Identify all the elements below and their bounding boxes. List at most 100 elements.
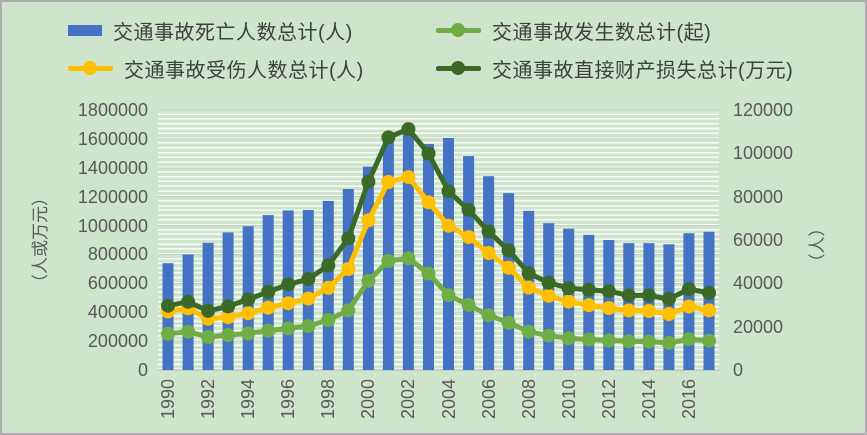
marker-loss-2008 bbox=[521, 266, 536, 281]
marker-injuries-1994 bbox=[241, 306, 256, 321]
y-axis-title-left: （人或万元） bbox=[31, 189, 50, 291]
y-axis-tick-label-left: 0 bbox=[137, 360, 148, 380]
x-axis-tick-label: 1992 bbox=[198, 378, 219, 420]
marker-loss-1995 bbox=[261, 284, 276, 299]
marker-injuries-1997 bbox=[301, 291, 316, 306]
marker-injuries-2003 bbox=[421, 195, 436, 210]
y-axis-tick-label-left: 200000 bbox=[87, 331, 148, 352]
x-axis-tick-label: 2016 bbox=[678, 378, 699, 420]
line-injuries bbox=[165, 174, 712, 322]
marker-injuries-2006 bbox=[481, 246, 496, 260]
legend-label: 交通事故直接财产损失总计(万元) bbox=[492, 59, 794, 82]
marker-accidents-1995 bbox=[261, 323, 276, 338]
marker-accidents-2004 bbox=[441, 288, 456, 303]
marker-loss-2014 bbox=[641, 288, 656, 303]
marker-loss-1992 bbox=[201, 303, 216, 318]
bar-2004 bbox=[443, 138, 454, 370]
x-axis-tick-label: 2008 bbox=[518, 378, 539, 420]
marker-loss-2004 bbox=[441, 184, 456, 199]
marker-accidents-2000 bbox=[361, 273, 376, 288]
marker-injuries-2014 bbox=[641, 304, 656, 318]
y-axis-tick-label-right: 60000 bbox=[733, 230, 784, 250]
deaths-bar-swatch bbox=[68, 24, 102, 36]
x-axis-tick-label: 2002 bbox=[398, 378, 419, 420]
marker-loss-2000 bbox=[361, 174, 376, 189]
y-axis-tick-label-left: 1400000 bbox=[77, 157, 148, 178]
legend-label: 交通事故死亡人数总计(人) bbox=[113, 21, 353, 44]
bar-2006 bbox=[483, 176, 495, 370]
marker-loss-1999 bbox=[341, 231, 356, 246]
injuries-line-swatch bbox=[68, 61, 113, 75]
marker-loss-2017 bbox=[702, 285, 716, 300]
bar-2003 bbox=[423, 143, 434, 370]
marker-accidents-1997 bbox=[301, 319, 316, 334]
marker-accidents-2005 bbox=[461, 298, 476, 312]
marker-loss-2015 bbox=[661, 292, 676, 306]
marker-loss-2012 bbox=[601, 284, 616, 299]
marker-accidents-2008 bbox=[521, 324, 536, 339]
marker-loss-2005 bbox=[461, 202, 476, 217]
marker-loss-2010 bbox=[561, 281, 576, 296]
marker-accidents-2003 bbox=[421, 266, 436, 281]
marker-loss-1997 bbox=[301, 272, 316, 287]
x-axis-tick-label: 2010 bbox=[558, 378, 579, 420]
marker-accidents-1993 bbox=[221, 328, 236, 342]
marker-accidents-1992 bbox=[201, 330, 216, 344]
marker-loss-2011 bbox=[581, 282, 596, 297]
x-axis-tick-label: 2000 bbox=[358, 378, 379, 420]
y-axis-tick-label-left: 1200000 bbox=[77, 186, 148, 207]
bar-1997 bbox=[302, 210, 314, 370]
marker-accidents-1991 bbox=[181, 324, 196, 339]
y-axis-tick-label-left: 1600000 bbox=[77, 128, 148, 149]
x-axis-tick-label: 1996 bbox=[278, 378, 299, 420]
marker-loss-1998 bbox=[321, 258, 336, 273]
marker-loss-2003 bbox=[421, 146, 436, 161]
marker-loss-1991 bbox=[181, 294, 196, 309]
marker-injuries-1999 bbox=[341, 262, 356, 276]
x-axis-tick-label: 2014 bbox=[638, 378, 659, 420]
marker-loss-1996 bbox=[281, 277, 296, 292]
y-axis-tick-label-right: 100000 bbox=[733, 143, 794, 164]
x-axis-tick-label: 2006 bbox=[478, 378, 499, 420]
y-axis-tick-label-left: 800000 bbox=[87, 244, 148, 265]
marker-loss-2007 bbox=[501, 243, 516, 258]
legend-label: 交通事故受伤人数总计(人) bbox=[124, 59, 364, 82]
marker-accidents-2007 bbox=[501, 315, 516, 330]
y-axis-tick-label-left: 400000 bbox=[87, 302, 148, 323]
x-axis-tick-label: 1990 bbox=[158, 378, 179, 420]
marker-injuries-1998 bbox=[321, 280, 336, 295]
marker-accidents-2013 bbox=[621, 334, 636, 349]
marker-loss-2002 bbox=[401, 122, 416, 137]
bar-2007 bbox=[503, 193, 515, 370]
marker-injuries-2008 bbox=[521, 280, 536, 295]
marker-injuries-2010 bbox=[561, 294, 576, 309]
marker-injuries-2011 bbox=[581, 298, 596, 313]
marker-injuries-2004 bbox=[441, 218, 456, 233]
y-axis-tick-label-right: 120000 bbox=[733, 100, 794, 120]
marker-accidents-2002 bbox=[401, 251, 416, 266]
y-axis-tick-label-right: 80000 bbox=[733, 186, 784, 207]
marker-injuries-2017 bbox=[702, 303, 716, 318]
legend-item-deaths: 交通事故死亡人数总计(人) bbox=[68, 14, 436, 46]
marker-injuries-1995 bbox=[261, 300, 276, 315]
marker-accidents-1990 bbox=[161, 326, 175, 341]
line-loss bbox=[165, 126, 712, 314]
legend-item-injuries: 交通事故受伤人数总计(人) bbox=[68, 52, 436, 84]
marker-loss-1994 bbox=[241, 292, 256, 307]
marker-loss-2001 bbox=[381, 130, 396, 145]
y-axis-tick-label-right: 20000 bbox=[733, 316, 784, 337]
legend-label: 交通事故发生数总计(起) bbox=[492, 21, 712, 44]
bar-2017 bbox=[703, 231, 715, 370]
marker-injuries-2005 bbox=[461, 230, 476, 245]
marker-injuries-1996 bbox=[281, 296, 296, 311]
marker-loss-2013 bbox=[621, 288, 636, 303]
marker-accidents-2001 bbox=[381, 254, 396, 268]
legend-item-accidents: 交通事故发生数总计(起) bbox=[436, 14, 793, 46]
loss-line-swatch bbox=[436, 61, 481, 75]
marker-loss-1993 bbox=[221, 299, 236, 314]
marker-accidents-2006 bbox=[481, 308, 496, 323]
y-axis-tick-label-right: 0 bbox=[733, 360, 744, 380]
marker-injuries-2013 bbox=[621, 303, 636, 318]
marker-loss-1990 bbox=[161, 298, 175, 313]
